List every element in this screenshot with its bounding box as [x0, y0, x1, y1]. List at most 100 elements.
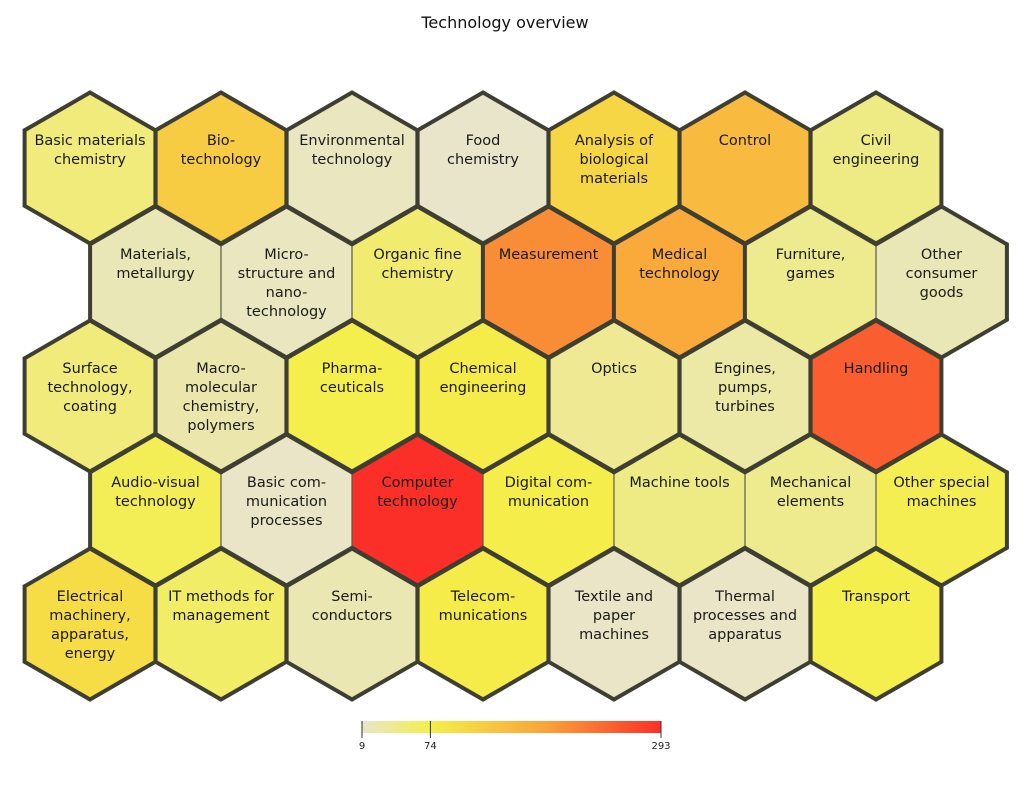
outer-boundary-edge: [415, 90, 485, 133]
outer-boundary-edge: [219, 90, 289, 133]
hex-label-thermal-processes-and-apparatus: Thermal processes and apparatus: [693, 589, 797, 643]
outer-boundary-edge: [743, 318, 813, 361]
hex-label-medical-technology: Medical technology: [639, 247, 720, 282]
outer-boundary-edge: [153, 432, 223, 475]
outer-boundary-edge: [808, 204, 878, 247]
outer-boundary-edge: [612, 318, 682, 361]
hex-label-control: Control: [719, 133, 771, 149]
outer-boundary-edge: [219, 318, 289, 361]
outer-boundary-edge: [22, 203, 92, 246]
outer-boundary-edge: [284, 546, 354, 589]
hex-label-food-chemistry: Food chemistry: [447, 133, 519, 168]
outer-boundary-edge: [153, 90, 223, 133]
outer-boundary-edge: [808, 90, 878, 133]
outer-boundary-edge: [284, 318, 354, 361]
outer-boundary-edge: [22, 318, 92, 361]
hex-label-basic-materials-chemistry: Basic materials chemistry: [34, 133, 145, 168]
hex-label-electrical-machinery-apparatus-energy: Electrical machinery, apparatus, energy: [49, 589, 130, 662]
outer-boundary-edge: [22, 431, 92, 474]
outer-boundary-edge: [22, 546, 92, 589]
outer-boundary-edge: [481, 204, 551, 247]
hex-labels: Basic materials chemistry Bio-technology En…: [34, 133, 989, 662]
hex-label-environmental-technology: Environmental technology: [299, 133, 405, 168]
outer-boundary-edge: [874, 432, 944, 475]
outer-boundary-edge: [874, 204, 944, 247]
outer-boundary-edge: [219, 659, 289, 702]
legend-color-bar: [362, 721, 661, 733]
outer-boundary-edge: [677, 432, 747, 475]
outer-boundary-edge: [546, 546, 616, 589]
hex-label-audio-visual-technology: Audio-visual technology: [111, 475, 200, 510]
hex-label-other-consumer-goods: Other consumer goods: [906, 247, 978, 301]
outer-boundary-edge: [808, 659, 878, 702]
outer-boundary-edge: [284, 90, 354, 133]
hex-label-surface-technology-coating: Surface technology, coating: [47, 361, 132, 415]
outer-boundary-edge: [612, 659, 682, 702]
outer-boundary-edge: [481, 432, 551, 475]
outer-boundary-edge: [546, 318, 616, 361]
outer-boundary-edge: [939, 204, 1009, 247]
outer-boundary-edge: [874, 659, 944, 702]
outer-boundary-edge: [88, 204, 158, 247]
outer-boundary-edge: [219, 432, 289, 475]
outer-boundary-edge: [153, 204, 223, 247]
outer-boundary-edge: [88, 90, 158, 133]
hex-label-computer-technology: Computer technology: [377, 475, 458, 510]
outer-boundary-edge: [415, 546, 485, 589]
outer-boundary-edge: [350, 90, 420, 133]
outer-boundary-edge: [481, 546, 551, 589]
outer-boundary-edge: [481, 659, 551, 702]
hex-label-pharma-ceuticals: Pharma-ceuticals: [320, 361, 384, 396]
outer-boundary-edge: [677, 659, 747, 702]
chart-title: Technology overview: [420, 13, 588, 32]
hex-grid: [24, 91, 1008, 701]
hex-label-semi-conductors: Semi-conductors: [312, 589, 392, 624]
outer-boundary-edge: [677, 204, 747, 247]
outer-boundary-edge: [612, 204, 682, 247]
outer-boundary-edge: [415, 318, 485, 361]
outer-boundary-edge: [153, 318, 223, 361]
hex-label-organic-fine-chemistry: Organic fine chemistry: [373, 247, 461, 282]
outer-boundary-edge: [546, 204, 616, 247]
outer-boundary-edge: [546, 432, 616, 475]
outer-boundary-edge: [808, 432, 878, 475]
outer-boundary-edge: [743, 90, 813, 133]
outer-boundary-edge: [808, 318, 878, 361]
outer-boundary-edge: [415, 659, 485, 702]
outer-boundary-edge: [284, 204, 354, 247]
outer-boundary-edge: [612, 432, 682, 475]
outer-boundary-edge: [939, 545, 1009, 588]
hex-label-bio-technology: Bio-technology: [181, 133, 262, 168]
outer-boundary-edge: [350, 432, 420, 475]
hex-label-machine-tools: Machine tools: [629, 475, 729, 491]
outer-boundary-edge: [677, 318, 747, 361]
outer-boundary-edge: [415, 432, 485, 475]
color-legend: 9 74 293: [359, 721, 671, 752]
outer-boundary-edge: [612, 546, 682, 589]
outer-boundary-edge: [808, 546, 878, 589]
legend-tick-label: 74: [424, 741, 437, 752]
hex-label-it-methods-for-management: IT methods for management: [168, 589, 274, 624]
outer-boundary-edge: [284, 432, 354, 475]
outer-boundary-edge: [677, 546, 747, 589]
outer-boundary-edge: [350, 204, 420, 247]
hex-label-measurement: Measurement: [499, 247, 599, 263]
outer-boundary-edge: [22, 659, 92, 702]
outer-boundary-edge: [153, 546, 223, 589]
hex-label-optics: Optics: [591, 361, 637, 377]
outer-boundary-edge: [88, 546, 158, 589]
hex-label-materials-metallurgy: Materials, metallurgy: [116, 247, 195, 282]
outer-boundary-edge: [415, 204, 485, 247]
outer-boundary-edge: [743, 546, 813, 589]
outer-boundary-edge: [350, 546, 420, 589]
outer-boundary-edge: [612, 90, 682, 133]
outer-boundary-edge: [939, 317, 1009, 360]
outer-boundary-edge: [743, 659, 813, 702]
outer-boundary-edge: [88, 659, 158, 702]
outer-boundary-edge: [350, 659, 420, 702]
outer-boundary-edge: [677, 90, 747, 133]
outer-boundary-edge: [874, 318, 944, 361]
outer-boundary-edge: [546, 90, 616, 133]
hex-label-transport: Transport: [841, 589, 910, 605]
